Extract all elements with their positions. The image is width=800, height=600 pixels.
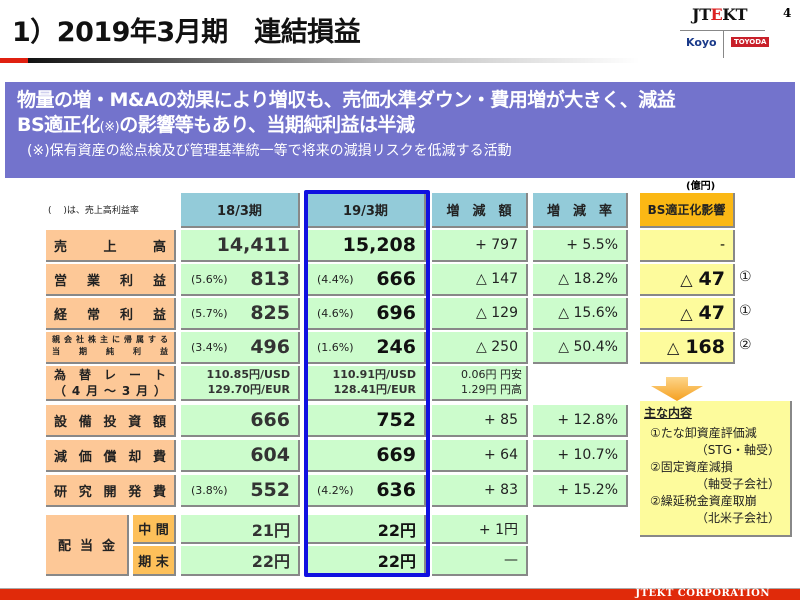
dividend-final-diff: — (432, 546, 528, 576)
capex-diff: + 85 (432, 405, 528, 437)
footer-bar: JTEKT CORPORATION (0, 588, 800, 600)
header-prev-period: 18/3期 (181, 193, 300, 228)
row-label-sales: 売上高 (46, 230, 176, 262)
row-label-depreciation: 減価償却費 (46, 440, 176, 472)
op-bs: △ 47 (640, 264, 735, 296)
logo-divider (680, 30, 765, 31)
op-curr: (4.4%) 666 (307, 264, 426, 296)
ord-bs-ref: ① (739, 303, 752, 319)
notes-item-1-detail: （STG・軸受） (695, 443, 780, 457)
net-curr: (1.6%) 246 (307, 332, 426, 364)
notes-item-3-detail: （北米子会社） (695, 511, 780, 525)
sales-bs: - (640, 230, 735, 262)
summary-line-1: 物量の増・M&Aの効果により増収も、売価水準ダウン・費用増が大きく、減益 (17, 89, 676, 111)
row-label-capex: 設備投資額 (46, 405, 176, 437)
op-bs-ref: ① (739, 269, 752, 285)
row-label-ordinary-profit: 経常利益 (46, 298, 176, 330)
dividend-interim-curr: 22円 (307, 515, 426, 544)
dividend-interim-diff: + 1円 (432, 515, 528, 544)
ord-diff: △ 129 (432, 298, 528, 330)
title-divider (0, 58, 640, 63)
row-label-dividend: 配当金 (46, 515, 129, 576)
row-label-rnd: 研究開発費 (46, 475, 176, 507)
header-diff-amount: 増 減 額 (432, 193, 528, 228)
summary-line-2: BS適正化(※)の影響等もあり、当期純利益は半減 (17, 114, 415, 136)
header-diff-rate: 増 減 率 (533, 193, 628, 228)
logo-jtekt: JTEKT (692, 5, 747, 24)
op-prev: (5.6%) 813 (181, 264, 300, 296)
rnd-prev: (3.8%) 552 (181, 475, 300, 507)
notes-item-1: ①たな卸資産評価減 (650, 426, 757, 440)
rnd-curr: (4.2%) 636 (307, 475, 426, 507)
capex-curr: 752 (307, 405, 426, 437)
rnd-diff: + 83 (432, 475, 528, 507)
notes-item-3: ②繰延税金資産取崩 (650, 494, 757, 508)
header-curr-period: 19/3期 (307, 193, 426, 228)
dividend-final-prev: 22円 (181, 546, 300, 576)
footer-company-name: JTEKT CORPORATION (635, 588, 770, 599)
net-prev: (3.4%) 496 (181, 332, 300, 364)
capex-rate: + 12.8% (533, 405, 628, 437)
net-rate: △ 50.4% (533, 332, 628, 364)
notes-heading: 主な内容 (644, 406, 693, 420)
ord-curr: (4.6%) 696 (307, 298, 426, 330)
company-logo: JTEKT Koyo TOYODA (680, 4, 770, 58)
row-label-fx-rate: 為替レート （4 月～ 3 月） (46, 366, 176, 401)
page-title: 1）2019年3月期 連結損益 (12, 17, 361, 48)
bs-impact-notes: 主な内容 ①たな卸資産評価減 （STG・軸受） ②固定資産減損 （軸受子会社） … (640, 401, 792, 537)
notes-item-2-detail: （軸受子会社） (695, 477, 780, 491)
dep-diff: + 64 (432, 440, 528, 472)
net-bs-ref: ② (739, 337, 752, 353)
sales-rate: + 5.5% (533, 230, 628, 262)
fx-curr: 110.91円/USD 128.41円/EUR (307, 366, 426, 401)
dividend-final-curr: 22円 (307, 546, 426, 576)
fx-prev: 110.85円/USD 129.70円/EUR (181, 366, 300, 401)
down-arrow-icon (651, 377, 703, 401)
rnd-rate: + 15.2% (533, 475, 628, 507)
sales-curr: 15,208 (307, 230, 426, 262)
net-bs: △ 168 (640, 332, 735, 364)
notes-item-2: ②固定資産減損 (650, 460, 733, 474)
dividend-final-label: 期 末 (133, 546, 176, 576)
dep-curr: 669 (307, 440, 426, 472)
row-label-net-income: 親会社株主に帰属する 当期純利益 (46, 332, 176, 364)
rate-note: ( )は、売上高利益率 (48, 206, 139, 216)
summary-footnote: (※)保有資産の総点検及び管理基準統一等で将来の減損リスクを低減する活動 (27, 143, 512, 159)
ord-rate: △ 15.6% (533, 298, 628, 330)
ord-bs: △ 47 (640, 298, 735, 330)
dep-rate: + 10.7% (533, 440, 628, 472)
summary-banner: 物量の増・M&Aの効果により増収も、売価水準ダウン・費用増が大きく、減益 BS適… (5, 82, 795, 178)
logo-koyo: Koyo (686, 36, 717, 49)
dep-prev: 604 (181, 440, 300, 472)
op-diff: △ 147 (432, 264, 528, 296)
logo-toyoda: TOYODA (731, 37, 770, 47)
page-number: 4 (783, 6, 792, 20)
fx-diff: 0.06円 円安 1.29円 円高 (432, 366, 528, 401)
unit-label: (億円) (686, 181, 716, 192)
dividend-interim-label: 中 間 (133, 515, 176, 544)
sales-prev: 14,411 (181, 230, 300, 262)
sales-diff: + 797 (432, 230, 528, 262)
capex-prev: 666 (181, 405, 300, 437)
header-bs-impact: BS適正化影響 (640, 193, 735, 228)
net-diff: △ 250 (432, 332, 528, 364)
ord-prev: (5.7%) 825 (181, 298, 300, 330)
op-rate: △ 18.2% (533, 264, 628, 296)
row-label-operating-profit: 営業利益 (46, 264, 176, 296)
logo-divider-vertical (723, 30, 724, 58)
dividend-interim-prev: 21円 (181, 515, 300, 544)
